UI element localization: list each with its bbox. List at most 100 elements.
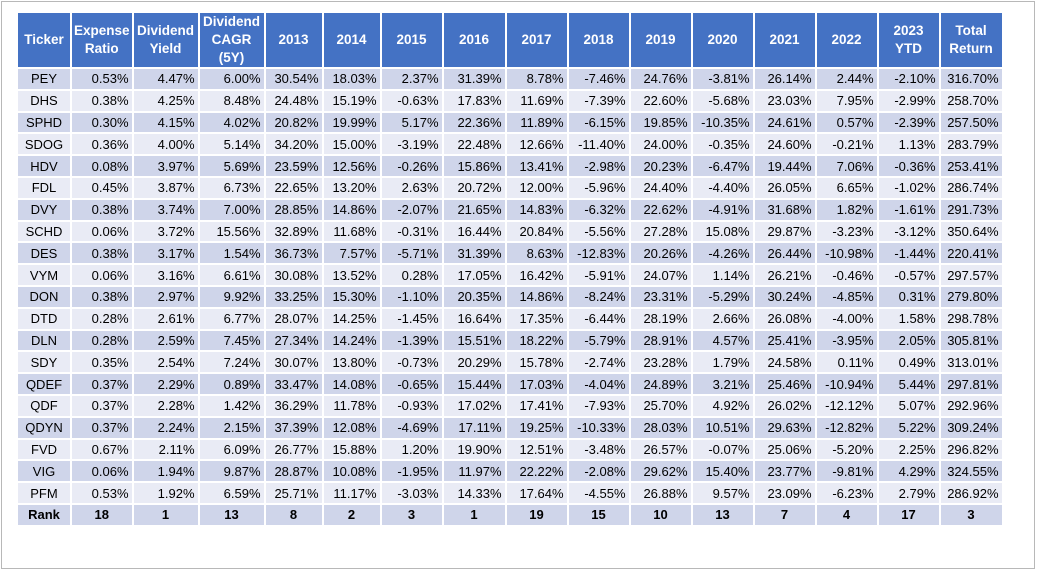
table-cell: 8.63% [506, 243, 567, 264]
table-cell: 27.34% [265, 330, 322, 351]
table-cell: 26.88% [630, 483, 691, 503]
table-cell: -6.23% [816, 483, 877, 503]
table-cell: 0.08% [72, 156, 132, 176]
table-cell: 18.03% [323, 69, 380, 89]
table-cell: 9.92% [199, 286, 264, 307]
table-cell: 24.89% [630, 374, 691, 394]
table-cell: 4.57% [692, 330, 753, 351]
table-row: FDL 0.45% 3.87% 6.73% 22.65% 13.20% 2.63% 20.72… [18, 177, 1002, 198]
table-cell: -5.29% [692, 286, 753, 307]
column-header: 2013 [265, 13, 322, 67]
table-cell: 19.85% [630, 112, 691, 133]
table-cell: 316.70% [940, 69, 1002, 89]
table-cell: 309.24% [940, 417, 1002, 438]
table-cell: 29.63% [754, 417, 815, 438]
table-cell: 11.69% [506, 90, 567, 111]
ticker-cell: SDOG [18, 134, 70, 155]
column-header: 2023 YTD [878, 13, 939, 67]
table-cell: 27.28% [630, 221, 691, 242]
table-cell: 8.48% [199, 90, 264, 111]
ticker-cell: SPHD [18, 112, 70, 133]
table-cell: 0.06% [72, 265, 132, 285]
table-cell: 17.02% [443, 395, 505, 416]
table-row: SDOG 0.36% 4.00% 5.14% 34.20% 15.00% -3.19% 22.… [18, 134, 1002, 155]
table-cell: -0.26% [381, 156, 442, 176]
table-cell: 21.65% [443, 199, 505, 220]
table-cell: 2.28% [133, 395, 198, 416]
table-row: FVD 0.67% 2.11% 6.09% 26.77% 15.88% 1.20% 19.90… [18, 439, 1002, 460]
table-row: DHS 0.38% 4.25% 8.48% 24.48% 15.19% -0.63% 17.8… [18, 90, 1002, 111]
ticker-cell: QDF [18, 395, 70, 416]
ticker-cell: DTD [18, 308, 70, 329]
table-cell: -10.33% [568, 417, 629, 438]
rank-cell: 8 [265, 504, 322, 525]
table-cell: 22.60% [630, 90, 691, 111]
table-cell: 28.85% [265, 199, 322, 220]
table-cell: -5.79% [568, 330, 629, 351]
ticker-cell: FDL [18, 177, 70, 198]
table-cell: 7.06% [816, 156, 877, 176]
table-cell: 14.24% [323, 330, 380, 351]
table-cell: 28.87% [265, 461, 322, 482]
ticker-cell: DVY [18, 199, 70, 220]
table-cell: 6.59% [199, 483, 264, 503]
table-cell: 33.47% [265, 374, 322, 394]
table-cell: 19.99% [323, 112, 380, 133]
table-cell: 12.56% [323, 156, 380, 176]
table-cell: 2.11% [133, 439, 198, 460]
table-cell: 296.82% [940, 439, 1002, 460]
table-cell: -1.45% [381, 308, 442, 329]
rank-row: Rank 18 1 13 8 2 3 1 19 15 10 13 7 4 17 … [18, 504, 1002, 525]
table-cell: 15.51% [443, 330, 505, 351]
table-cell: -7.93% [568, 395, 629, 416]
table-cell: 24.61% [754, 112, 815, 133]
table-cell: -6.15% [568, 112, 629, 133]
table-cell: 14.08% [323, 374, 380, 394]
table-cell: 20.72% [443, 177, 505, 198]
table-cell: 12.66% [506, 134, 567, 155]
table-cell: -1.95% [381, 461, 442, 482]
table-cell: 15.40% [692, 461, 753, 482]
rank-cell: 2 [323, 504, 380, 525]
rank-cell: 7 [754, 504, 815, 525]
table-cell: 13.41% [506, 156, 567, 176]
column-header: 2017 [506, 13, 567, 67]
rank-cell: 1 [443, 504, 505, 525]
table-cell: -0.31% [381, 221, 442, 242]
table-cell: 3.16% [133, 265, 198, 285]
table-cell: 28.03% [630, 417, 691, 438]
table-cell: 1.94% [133, 461, 198, 482]
table-cell: 0.53% [72, 483, 132, 503]
rank-cell: 17 [878, 504, 939, 525]
table-cell: -0.63% [381, 90, 442, 111]
table-cell: 2.44% [816, 69, 877, 89]
table-cell: -7.39% [568, 90, 629, 111]
table-cell: 26.77% [265, 439, 322, 460]
table-cell: 23.31% [630, 286, 691, 307]
table-cell: 30.54% [265, 69, 322, 89]
table-cell: 6.73% [199, 177, 264, 198]
table-cell: 2.24% [133, 417, 198, 438]
table-cell: 24.60% [754, 134, 815, 155]
table-cell: 0.57% [816, 112, 877, 133]
table-cell: 15.44% [443, 374, 505, 394]
column-header: Total Return [940, 13, 1002, 67]
table-cell: 0.38% [72, 286, 132, 307]
table-cell: 297.57% [940, 265, 1002, 285]
table-cell: 26.57% [630, 439, 691, 460]
table-row: PEY 0.53% 4.47% 6.00% 30.54% 18.03% 2.37% 31.39… [18, 69, 1002, 89]
table-cell: 28.07% [265, 308, 322, 329]
table-cell: 19.25% [506, 417, 567, 438]
column-header: 2016 [443, 13, 505, 67]
table-cell: 10.08% [323, 461, 380, 482]
column-header: Dividend CAGR (5Y) [199, 13, 264, 67]
table-cell: 0.38% [72, 243, 132, 264]
table-cell: 6.00% [199, 69, 264, 89]
table-cell: 31.39% [443, 69, 505, 89]
table-cell: -11.40% [568, 134, 629, 155]
table-cell: 350.64% [940, 221, 1002, 242]
table-cell: -4.55% [568, 483, 629, 503]
column-header: 2021 [754, 13, 815, 67]
table-cell: -4.26% [692, 243, 753, 264]
table-row: DTD 0.28% 2.61% 6.77% 28.07% 14.25% -1.45% 16.6… [18, 308, 1002, 329]
